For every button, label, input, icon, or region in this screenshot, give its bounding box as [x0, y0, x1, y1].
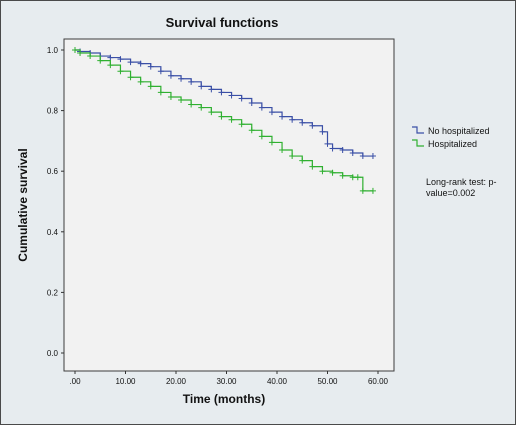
censor-mark	[309, 163, 316, 170]
censor-mark	[157, 68, 164, 75]
censor-mark	[218, 89, 225, 96]
y-tick-label: 0.2	[47, 288, 59, 297]
x-tick-label: 10.00	[115, 377, 136, 386]
censor-mark	[279, 146, 286, 153]
censor-mark	[72, 47, 78, 53]
censor-mark	[198, 83, 205, 90]
censor-mark	[147, 63, 154, 70]
x-tick-label: 30.00	[216, 377, 237, 386]
censor-mark	[339, 146, 346, 153]
legend-swatch	[412, 139, 424, 147]
censor-mark	[268, 109, 275, 116]
censor-mark	[157, 89, 164, 96]
censor-mark	[127, 74, 134, 81]
censor-mark	[354, 174, 361, 181]
censor-mark	[218, 113, 225, 120]
y-tick-label: 0.8	[47, 107, 59, 116]
censor-mark	[279, 113, 286, 120]
censor-mark	[188, 101, 195, 108]
censor-mark	[289, 116, 296, 123]
censor-mark	[107, 62, 114, 69]
series-layer	[72, 47, 376, 194]
logrank-note-line-1: Long-rank test: p-	[426, 177, 497, 187]
censor-mark	[369, 187, 376, 194]
censor-mark	[178, 75, 185, 82]
censor-mark	[248, 127, 255, 134]
censor-mark	[228, 116, 235, 123]
censor-mark	[349, 150, 356, 157]
censor-mark	[137, 78, 144, 85]
censor-mark	[238, 121, 245, 128]
y-axis-title: Cumulative survival	[16, 148, 30, 261]
censor-mark	[299, 119, 306, 126]
censor-mark	[319, 128, 326, 135]
censor-mark	[324, 140, 331, 147]
censor-mark	[208, 86, 215, 93]
x-axis-title: Time (months)	[183, 392, 265, 406]
censor-mark	[178, 96, 185, 103]
y-tick-label: 1.0	[47, 46, 59, 55]
y-tick-label: 0.4	[47, 228, 59, 237]
x-tick-label: 20.00	[166, 377, 187, 386]
chart-title: Survival functions	[166, 15, 279, 30]
x-axis: .00 10.00 20.00 30.00 40.00 50.00 60.00	[69, 371, 389, 386]
censor-mark	[188, 78, 195, 85]
censor-mark	[258, 104, 265, 111]
censor-mark	[117, 68, 124, 75]
censor-mark	[299, 157, 306, 164]
censor-mark	[329, 145, 336, 152]
censor-mark	[147, 83, 154, 90]
y-axis: 0.0 0.2 0.4 0.6 0.8 1.0	[47, 46, 64, 358]
y-tick-label: 0.0	[47, 349, 59, 358]
x-tick-label: 40.00	[267, 377, 288, 386]
censor-mark	[289, 153, 296, 160]
censor-mark	[198, 104, 205, 111]
censor-mark	[238, 95, 245, 102]
censor-mark	[208, 109, 215, 116]
censor-mark	[359, 187, 366, 194]
censor-mark	[359, 153, 366, 160]
censor-mark	[329, 169, 336, 176]
censor-mark	[97, 57, 104, 64]
censor-mark	[137, 60, 144, 67]
censor-mark	[77, 50, 84, 57]
censor-mark	[319, 168, 326, 175]
legend: No hospitalized Hospitalized	[412, 126, 490, 149]
censor-mark	[369, 153, 376, 160]
censor-mark	[268, 139, 275, 146]
censor-mark	[127, 59, 134, 66]
x-tick-label: 60.00	[368, 377, 389, 386]
x-tick-label: 50.00	[317, 377, 338, 386]
plot-area	[63, 38, 395, 372]
censor-mark	[258, 133, 265, 140]
censor-mark	[339, 172, 346, 179]
censor-mark	[309, 122, 316, 129]
censor-mark	[228, 92, 235, 99]
y-tick-label: 0.6	[47, 167, 59, 176]
x-tick-label: .00	[69, 377, 81, 386]
censor-mark	[117, 56, 124, 63]
censor-mark	[107, 54, 114, 61]
legend-label: Hospitalized	[428, 139, 477, 149]
legend-label: No hospitalized	[428, 126, 490, 136]
censor-mark	[167, 93, 174, 100]
censor-mark	[349, 174, 356, 181]
censor-mark	[87, 53, 94, 60]
censor-mark	[248, 100, 255, 107]
logrank-note-line-2: value=0.002	[426, 188, 475, 198]
censor-mark	[167, 72, 174, 79]
legend-swatch	[412, 126, 424, 134]
